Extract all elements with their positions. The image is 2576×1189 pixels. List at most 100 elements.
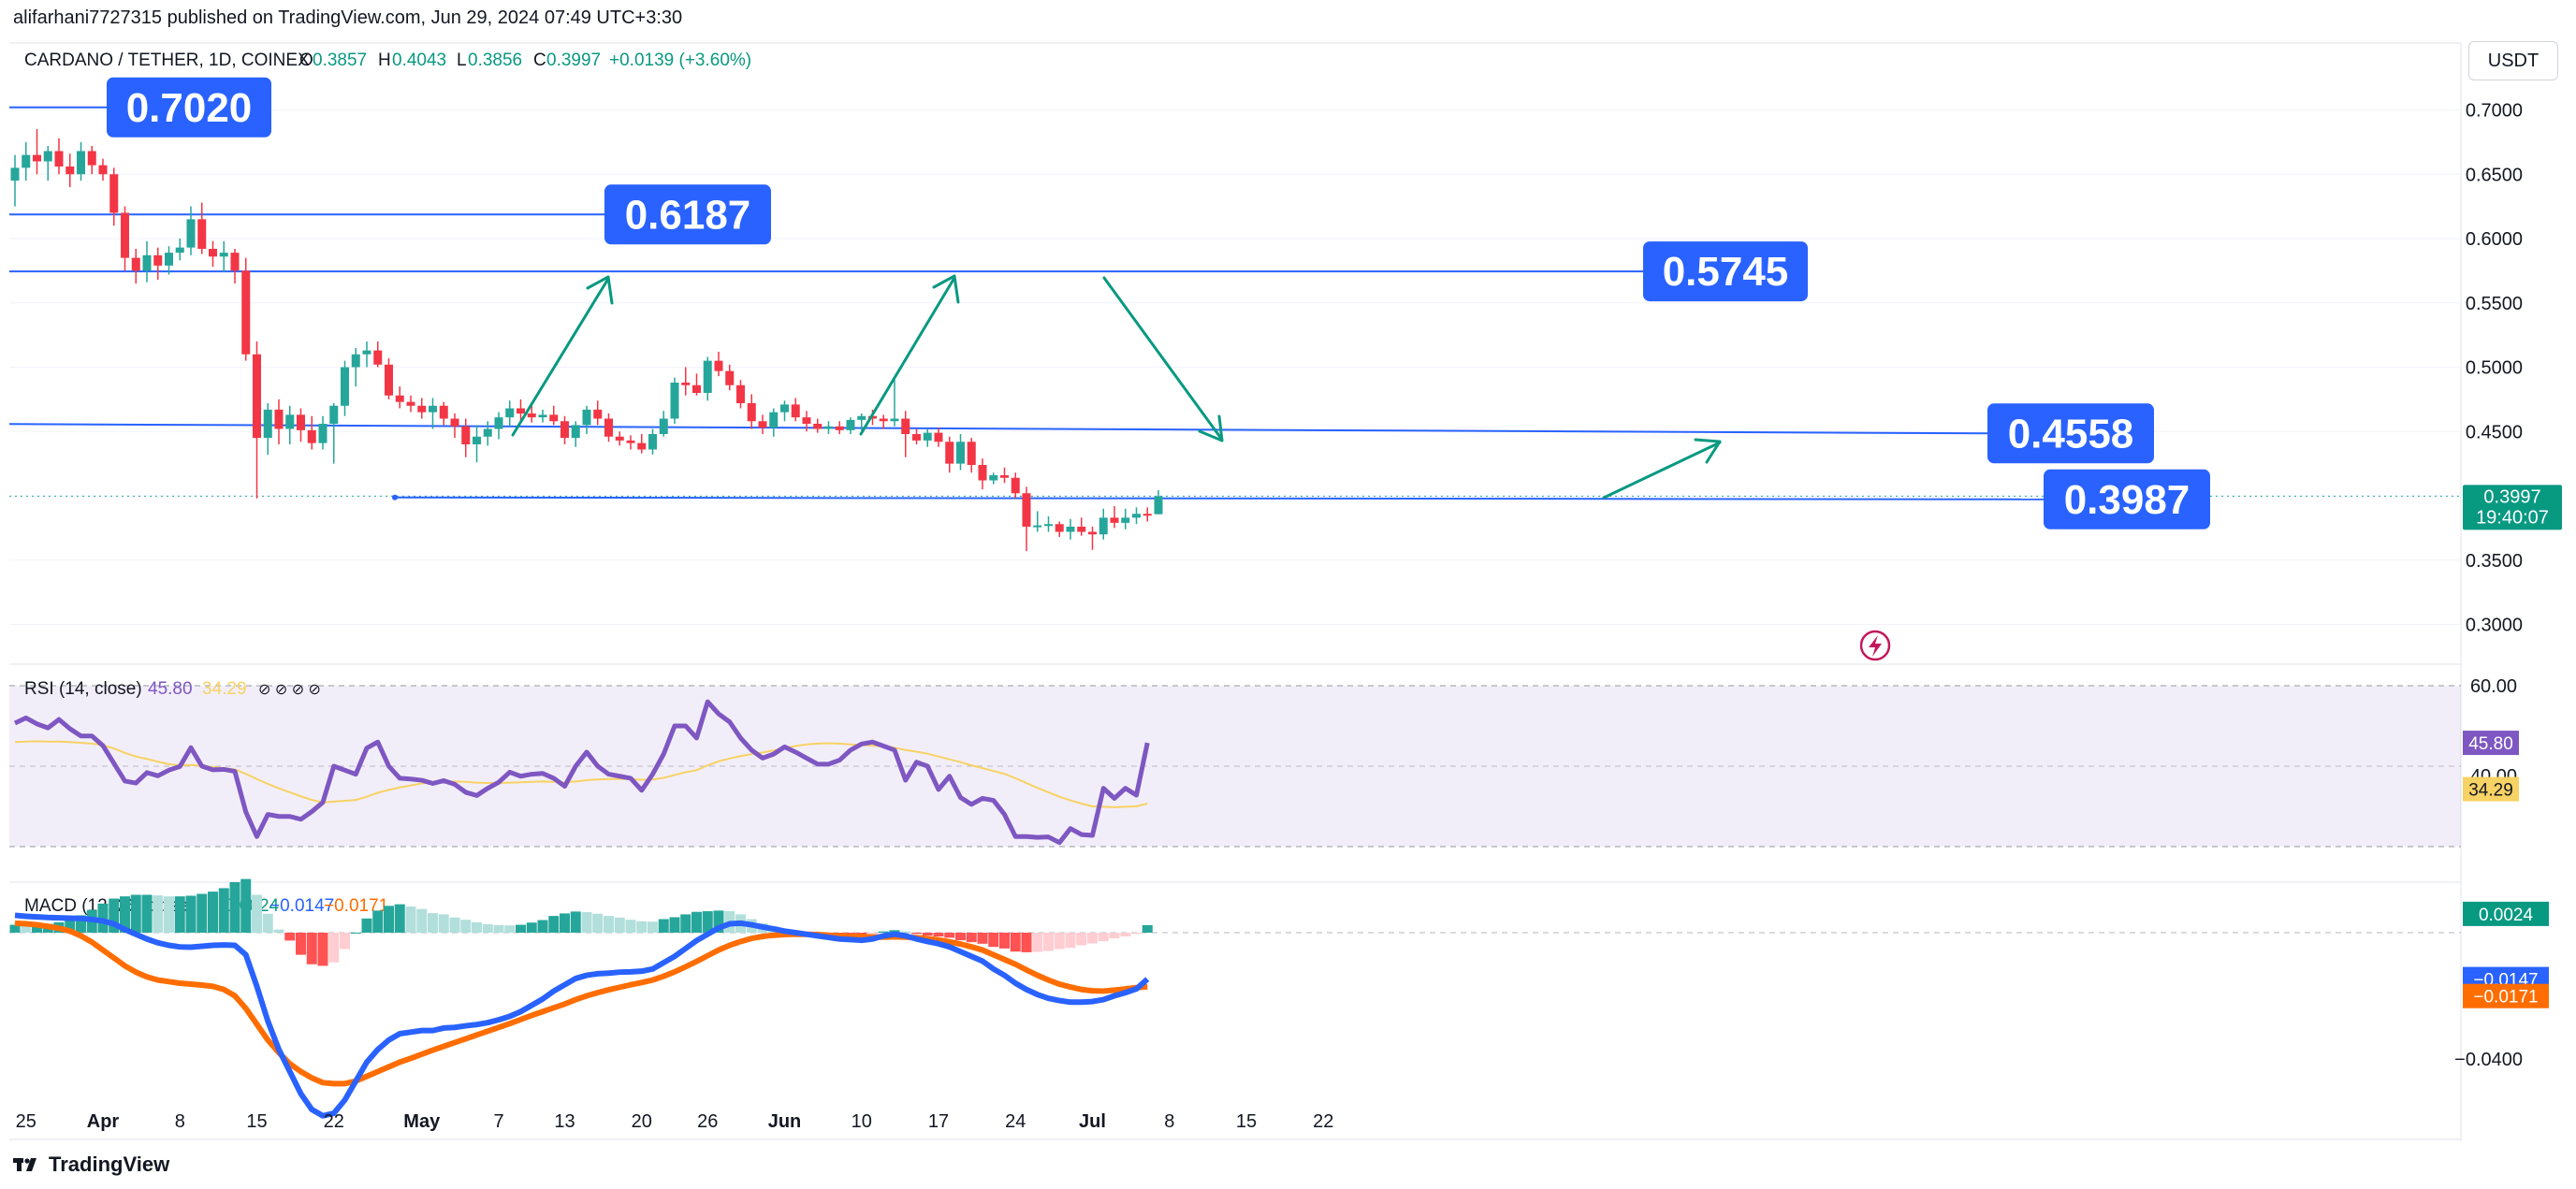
candle[interactable]: [263, 403, 272, 455]
candle[interactable]: [923, 428, 932, 447]
candle[interactable]: [1132, 507, 1141, 525]
candle[interactable]: [307, 415, 316, 450]
candle[interactable]: [230, 249, 240, 284]
candle[interactable]: [692, 373, 701, 396]
candle[interactable]: [406, 395, 415, 413]
candle[interactable]: [626, 435, 635, 450]
down-arrow-icon[interactable]: [1198, 414, 1224, 442]
candle[interactable]: [593, 400, 603, 426]
candle[interactable]: [769, 408, 779, 437]
level-anchor-dot[interactable]: [392, 494, 398, 500]
candle[interactable]: [121, 206, 129, 271]
candle[interactable]: [109, 167, 119, 226]
candle[interactable]: [341, 360, 349, 416]
candle[interactable]: [1055, 521, 1064, 538]
candle[interactable]: [483, 421, 492, 446]
candle[interactable]: [10, 154, 20, 207]
candle[interactable]: [1066, 518, 1075, 540]
candle[interactable]: [153, 247, 163, 280]
candle[interactable]: [615, 431, 624, 446]
candle[interactable]: [681, 367, 691, 396]
candle[interactable]: [450, 413, 459, 439]
candle[interactable]: [1022, 486, 1031, 552]
candle[interactable]: [1110, 506, 1119, 529]
candle[interactable]: [77, 141, 85, 181]
candle[interactable]: [417, 398, 427, 419]
level-label-box[interactable]: [1987, 403, 2154, 464]
up-arrow-icon[interactable]: [932, 274, 960, 304]
time-axis[interactable]: 25 Apr 8 15 22 May 7 13 20 26 Jun 10 17 24 Jul 8 15 22: [16, 1111, 1334, 1132]
candle[interactable]: [582, 405, 591, 434]
candle[interactable]: [703, 356, 712, 401]
candle[interactable]: [758, 414, 767, 434]
up-arrow-line[interactable]: [511, 277, 610, 437]
candle[interactable]: [373, 341, 383, 368]
candle[interactable]: [54, 138, 64, 175]
candle[interactable]: [813, 418, 822, 433]
candle[interactable]: [351, 347, 360, 387]
candle[interactable]: [131, 249, 140, 284]
candle[interactable]: [439, 401, 448, 426]
candle[interactable]: [989, 472, 998, 485]
candle[interactable]: [956, 434, 965, 471]
candle[interactable]: [912, 428, 921, 445]
candle[interactable]: [1154, 490, 1163, 515]
up-arrow-icon[interactable]: [1694, 438, 1722, 464]
candle[interactable]: [87, 146, 96, 175]
candle[interactable]: [197, 202, 207, 254]
level-label-box[interactable]: [2044, 469, 2210, 529]
candle[interactable]: [824, 421, 833, 434]
candle[interactable]: [318, 415, 327, 450]
candle[interactable]: [604, 413, 613, 442]
candle[interactable]: [65, 153, 75, 187]
candle[interactable]: [571, 421, 580, 447]
candle[interactable]: [549, 405, 559, 426]
candle[interactable]: [736, 380, 745, 409]
price-axis[interactable]: 0.7000 0.6500 0.6000 0.5500 0.5000 0.450…: [2466, 101, 2523, 636]
candle[interactable]: [175, 239, 184, 261]
brand-footer[interactable]: TradingView: [13, 1153, 169, 1177]
candle[interactable]: [253, 341, 261, 499]
candle[interactable]: [517, 399, 525, 422]
candle[interactable]: [945, 436, 954, 473]
candle[interactable]: [1142, 507, 1152, 522]
level-label-box[interactable]: [107, 77, 271, 138]
candle[interactable]: [1088, 527, 1097, 550]
candle[interactable]: [538, 409, 547, 423]
level-label-box[interactable]: [604, 184, 771, 245]
trend-arrows[interactable]: [511, 274, 1722, 500]
candle[interactable]: [1077, 517, 1086, 536]
candle[interactable]: [791, 398, 800, 422]
candle[interactable]: [1121, 508, 1130, 529]
candle[interactable]: [879, 414, 888, 429]
candle[interactable]: [846, 417, 855, 434]
level-line[interactable]: [8, 423, 1990, 435]
level-line[interactable]: [394, 496, 2046, 500]
candle[interactable]: [1099, 508, 1108, 540]
candle[interactable]: [461, 418, 471, 457]
candle[interactable]: [714, 352, 723, 377]
up-arrow-line[interactable]: [859, 276, 956, 436]
candle[interactable]: [835, 421, 844, 434]
candle[interactable]: [967, 438, 976, 473]
candle[interactable]: [98, 158, 108, 181]
currency-button[interactable]: USDT: [2468, 41, 2558, 80]
candle[interactable]: [802, 411, 811, 432]
support-resistance-levels[interactable]: [8, 106, 2046, 500]
candles[interactable]: [10, 129, 1163, 552]
candle[interactable]: [209, 240, 217, 268]
candle[interactable]: [429, 398, 437, 429]
candle[interactable]: [505, 400, 515, 427]
candle[interactable]: [934, 428, 943, 447]
candle[interactable]: [901, 411, 910, 457]
candle[interactable]: [219, 240, 228, 272]
candle[interactable]: [385, 357, 393, 399]
candle[interactable]: [725, 364, 735, 391]
candle[interactable]: [648, 428, 657, 456]
up-arrow-line[interactable]: [1602, 441, 1722, 500]
candle[interactable]: [1033, 511, 1042, 532]
candle[interactable]: [241, 257, 251, 361]
up-arrow-icon[interactable]: [586, 275, 614, 305]
level-label-box[interactable]: [1643, 241, 1808, 302]
candle[interactable]: [1011, 472, 1020, 499]
